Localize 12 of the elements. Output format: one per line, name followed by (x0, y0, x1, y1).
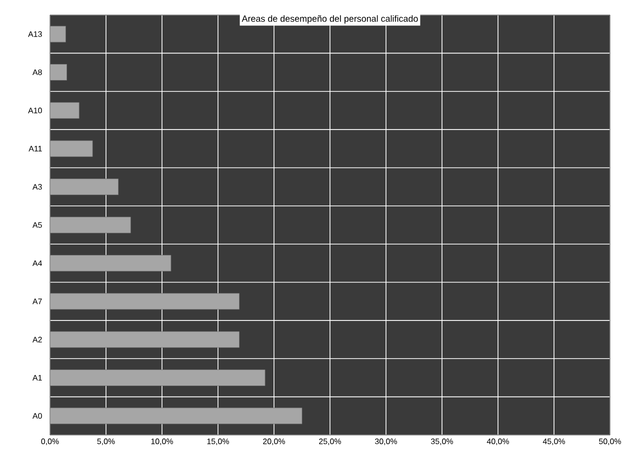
chart-title: Areas de desempeño del personal calificado (242, 15, 418, 24)
bar (50, 140, 93, 157)
bar (50, 408, 302, 424)
bar (50, 26, 66, 42)
bar (50, 178, 119, 196)
bar (50, 216, 131, 234)
bar (50, 293, 240, 310)
bar (50, 370, 266, 386)
bar (50, 331, 240, 348)
bar (50, 64, 67, 80)
bar (50, 102, 80, 119)
bar (50, 254, 172, 272)
